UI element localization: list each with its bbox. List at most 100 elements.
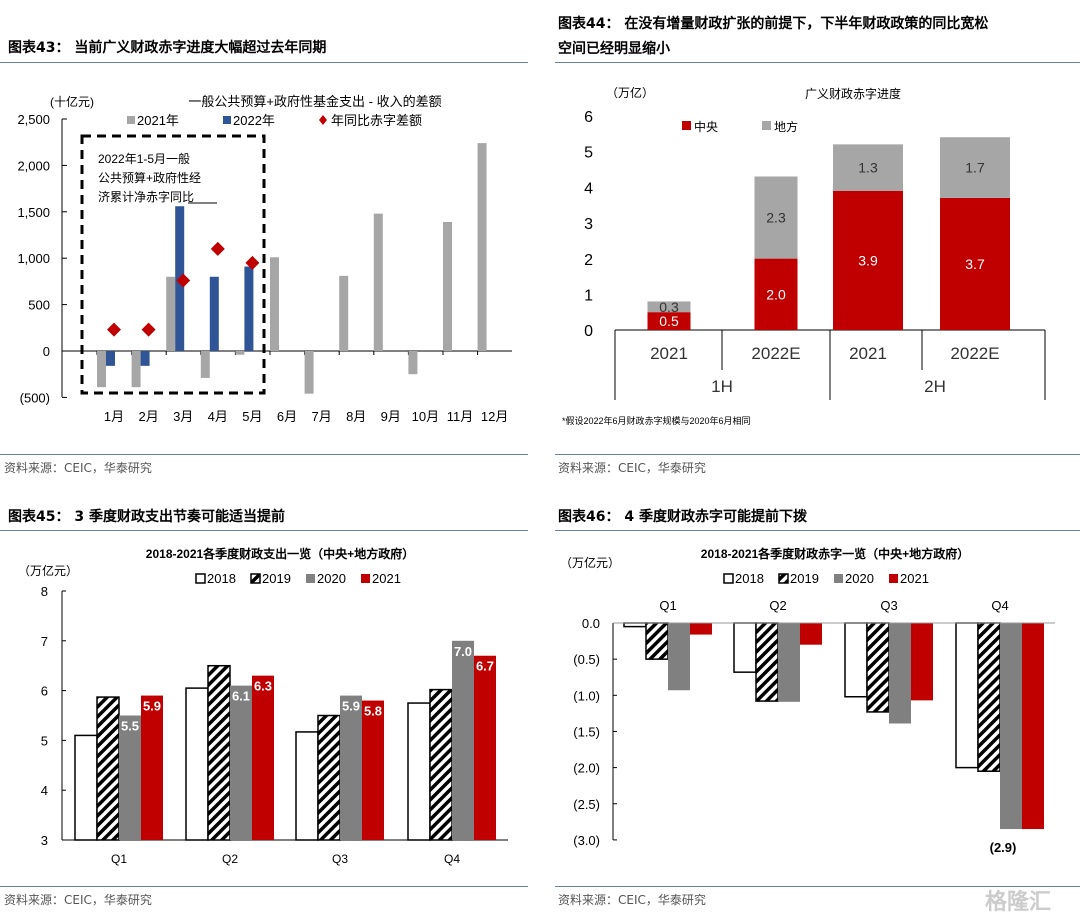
annotation-text: 2022年1-5月一般 <box>98 151 190 166</box>
divider <box>555 886 1080 887</box>
bar-central <box>754 258 798 330</box>
y-tick-label: 5 <box>41 733 48 748</box>
bar-central <box>647 312 691 330</box>
bar-central <box>940 197 1010 330</box>
x-tick-label: 2022E <box>950 344 999 363</box>
legend-label-2020: 2020 <box>317 571 346 586</box>
bar-2020 <box>889 623 911 724</box>
bar-2018 <box>74 734 98 841</box>
data-label-central: 2.0 <box>766 286 786 302</box>
x-tick-label: 7月 <box>311 409 331 424</box>
divider <box>555 454 1080 455</box>
data-label-local: 0.3 <box>659 299 679 315</box>
y-tick-label: 1 <box>584 288 593 305</box>
y-tick-label: 3 <box>41 833 48 848</box>
diff-diamond <box>210 241 225 256</box>
x-tick-label: 12月 <box>481 409 508 424</box>
data-label-central: 3.9 <box>858 252 878 268</box>
bar-local <box>754 176 798 259</box>
footnote: *假设2022年6月财政赤字规模与2020年6月相同 <box>562 415 751 426</box>
y-tick-label: 2,000 <box>17 158 50 173</box>
bar-2021 <box>474 655 496 840</box>
bar-2022 <box>106 351 115 366</box>
diff-diamond <box>107 322 121 337</box>
bar-2021 <box>304 351 314 394</box>
bar-2018 <box>844 622 868 698</box>
bar-2019 <box>317 714 341 841</box>
legend-label-central: 中央 <box>694 119 718 134</box>
y-tick-label: 8 <box>41 584 48 599</box>
legend-label-2018: 2018 <box>735 571 764 586</box>
y-tick-label: 1,000 <box>17 251 50 266</box>
legend-swatch-2022 <box>223 116 231 124</box>
diff-diamond <box>245 255 260 270</box>
bar-2022 <box>209 276 219 351</box>
y-unit-label: （万亿元） <box>18 563 78 578</box>
legend-swatch-2021 <box>361 574 370 583</box>
divider <box>0 886 528 887</box>
bar-2021 <box>339 275 349 351</box>
data-label-2021: 5.8 <box>364 704 382 719</box>
x-tick-label: Q2 <box>222 852 238 866</box>
y-tick-label: (1.0) <box>573 688 600 703</box>
x-tick-label: 3月 <box>173 409 193 424</box>
y-tick-label: 500 <box>28 298 50 313</box>
annotation-text: 公共预算+政府性经 <box>98 170 201 185</box>
bar-2021 <box>477 143 487 351</box>
y-tick-label: 6 <box>41 684 48 699</box>
x-tick-label: 11月 <box>447 409 474 424</box>
bar-2019 <box>207 664 231 841</box>
x-tick-label: 2022E <box>751 344 800 363</box>
source-46: 资料来源：CEIC，华泰研究 <box>558 893 706 907</box>
bar-2021 <box>235 351 245 355</box>
bar-2018 <box>623 622 647 628</box>
data-label-2020: 6.1 <box>232 689 250 704</box>
legend-label-2021: 2021年 <box>137 113 179 128</box>
y-tick-label: 4 <box>41 783 48 798</box>
x-tick-label: 10月 <box>412 409 439 424</box>
bar-2018 <box>733 622 757 673</box>
bar-2019 <box>755 622 779 702</box>
data-label-2020: 5.5 <box>121 719 139 734</box>
bar-2021 <box>97 351 106 388</box>
y-tick-label: 6 <box>584 109 593 126</box>
bar-2020 <box>230 685 252 840</box>
bar-2021 <box>362 700 384 840</box>
y-tick-label: (0.5) <box>573 652 600 667</box>
legend-label-diff: 年同比赤字差额 <box>331 113 422 128</box>
bar-2022 <box>244 266 254 351</box>
y-unit-label: (十亿元) <box>50 94 94 109</box>
bar-2021 <box>408 351 418 375</box>
legend-label-2020: 2020 <box>845 571 874 586</box>
bar-2021 <box>131 351 141 388</box>
data-label-central: 0.5 <box>659 313 679 329</box>
data-label-2020: 7.0 <box>454 644 472 659</box>
legend-swatch-2021 <box>889 574 898 583</box>
bar-2022 <box>140 351 150 366</box>
bar-2020 <box>668 623 690 691</box>
panel-45-title: 图表45： 3 季度财政支出节奏可能适当提前 <box>8 509 285 525</box>
bar-2021 <box>141 695 163 840</box>
group-label: 1H <box>711 377 733 396</box>
divider <box>0 454 528 455</box>
legend-label-2021: 2021 <box>372 571 401 586</box>
bar-2021 <box>252 675 274 840</box>
y-tick-label: (2.5) <box>573 797 600 812</box>
x-tick-label: 2月 <box>138 409 158 424</box>
data-label-2021: 6.3 <box>254 679 272 694</box>
bar-2019 <box>429 688 453 841</box>
bar-2020 <box>452 640 474 840</box>
bar-2018 <box>295 731 319 841</box>
bar-local <box>647 301 691 313</box>
data-label-2020: 5.9 <box>342 699 360 714</box>
bar-2021 <box>690 623 712 635</box>
chart-title: 2018-2021各季度财政赤字一览（中央+地方政府） <box>701 546 969 561</box>
divider <box>555 62 1080 63</box>
legend-label-2022: 2022年 <box>233 113 275 128</box>
panel-46-title: 图表46： 4 季度财政赤字可能提前下拨 <box>558 509 807 525</box>
data-label-local: 1.3 <box>858 160 878 176</box>
group-label: 2H <box>924 377 946 396</box>
data-label-central: 3.7 <box>965 256 985 272</box>
legend-label-local: 地方 <box>774 119 798 134</box>
